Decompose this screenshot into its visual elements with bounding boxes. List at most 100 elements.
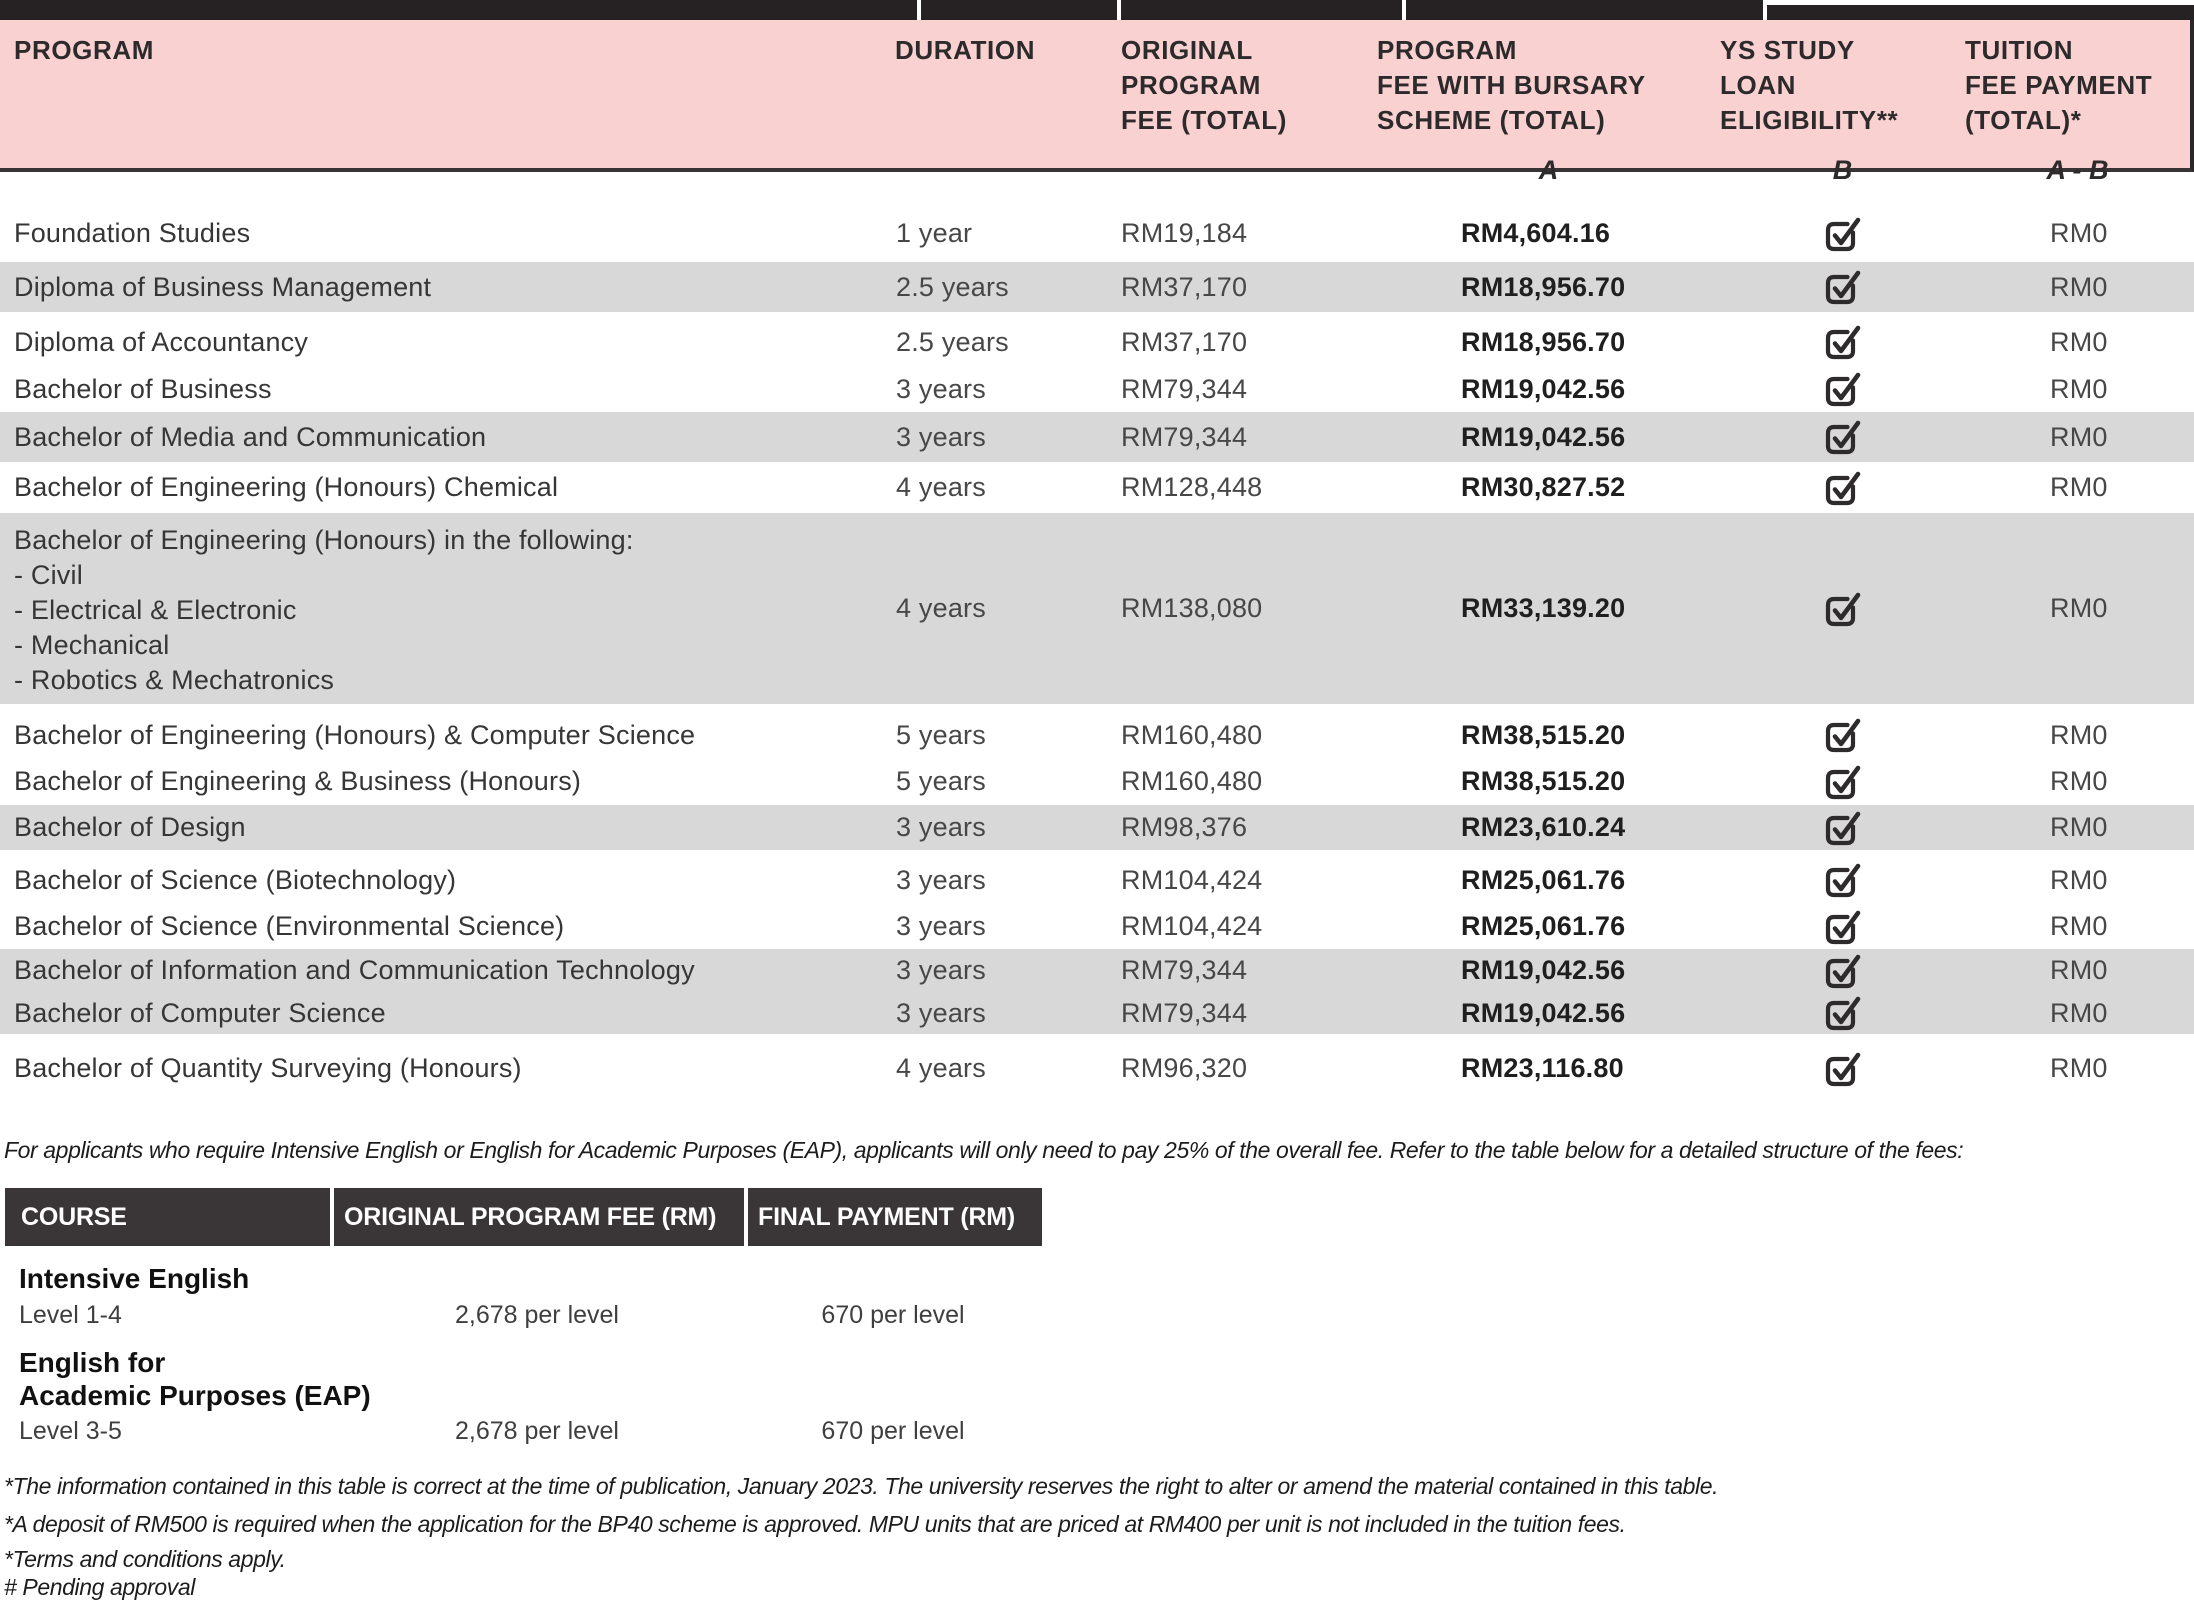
top-bar-segment [1121, 0, 1402, 20]
program-name: Bachelor of Science (Environmental Scien… [14, 911, 565, 941]
course-original-fee: 2,678 per level [454, 1300, 619, 1329]
program-name: Bachelor of Business [14, 373, 272, 404]
checkbox-checked-icon [1825, 1052, 1860, 1086]
loan-eligibility-cell [1720, 995, 1965, 1031]
tuition-payment-value: RM0 [2050, 421, 2108, 452]
course-title-line: Intensive English [19, 1263, 250, 1294]
course-level: Level 3-5 [19, 1416, 122, 1445]
top-bar-segment [0, 0, 917, 20]
column-header-loan-eligibility: YS STUDY LOAN ELIGIBILITY** B [1720, 20, 1965, 188]
original-fee-value: RM37,170 [1121, 271, 1248, 302]
checkbox-checked-icon [1825, 592, 1860, 626]
english-fees-table: COURSE ORIGINAL PROGRAM FEE (RM) FINAL P… [5, 1188, 1042, 1450]
bursary-fee-value: RM25,061.76 [1461, 911, 1626, 941]
course-title: English for Academic Purposes (EAP) [19, 1346, 1042, 1412]
course-title-line: English for [19, 1347, 166, 1378]
column-header-label: FEE (TOTAL) [1121, 105, 1287, 135]
duration-value: 3 years [896, 373, 986, 404]
loan-eligibility-cell [1720, 1051, 1965, 1087]
program-name: Bachelor of Information and Communicatio… [14, 955, 695, 985]
column-header-original-program-fee: ORIGINAL PROGRAM FEE (RM) [334, 1188, 744, 1246]
bursary-fee-value: RM18,956.70 [1461, 271, 1626, 302]
duration-value: 3 years [896, 421, 986, 452]
tuition-payment-value: RM0 [2050, 271, 2108, 302]
tuition-payment-value: RM0 [2050, 997, 2108, 1028]
loan-eligibility-cell [1720, 717, 1965, 753]
loan-eligibility-cell [1720, 371, 1965, 407]
original-fee-value: RM98,376 [1121, 812, 1248, 842]
program-name-line: Bachelor of Engineering (Honours) in the… [14, 525, 634, 555]
column-header-label: PROGRAM [14, 35, 154, 65]
program-name: Bachelor of Engineering (Honours) Chemic… [14, 472, 559, 502]
course-title-line: Academic Purposes (EAP) [19, 1380, 371, 1411]
bursary-fee-value: RM18,956.70 [1461, 326, 1626, 357]
duration-value: 5 years [896, 719, 986, 750]
top-bar-segment [1406, 0, 1763, 20]
bursary-fee-value: RM23,116.80 [1461, 1053, 1624, 1083]
tuition-payment-value: RM0 [2050, 719, 2108, 750]
checkbox-checked-icon [1825, 996, 1860, 1031]
fee-table-header: PROGRAM DURATION ORIGINAL PROGRAM FEE (T… [0, 20, 2194, 185]
fee-table-body: Foundation Studies 1 year RM19,184 RM4,604.… [0, 172, 2194, 1095]
column-header-duration: DURATION [895, 20, 1121, 188]
course-original-fee: 2,678 per level [454, 1416, 619, 1445]
checkbox-checked-icon [1825, 372, 1860, 407]
checkbox-checked-icon [1825, 954, 1860, 988]
bursary-fee-value: RM19,042.56 [1461, 373, 1626, 404]
footnote: *A deposit of RM500 is required when the… [4, 1511, 1626, 1537]
checkbox-checked-icon [1825, 718, 1860, 753]
tuition-payment-value: RM0 [2050, 373, 2108, 404]
program-row: Bachelor of Engineering (Honours) Chemic… [0, 462, 2194, 513]
checkbox-checked-icon [1825, 910, 1860, 944]
original-fee-value: RM79,344 [1121, 373, 1248, 404]
column-header-tuition-payment: TUITION FEE PAYMENT (TOTAL)* A - B [1965, 20, 2190, 188]
program-row: Bachelor of Quantity Surveying (Honours)… [0, 1042, 2194, 1095]
course-fee-row: Level 3-5 2,678 per level 670 per level [5, 1412, 1042, 1450]
duration-value: 3 years [896, 997, 986, 1028]
column-header-label: TUITION [1965, 35, 2074, 65]
original-fee-value: RM160,480 [1121, 719, 1263, 750]
program-name: Diploma of Accountancy [14, 326, 309, 357]
original-fee-value: RM79,344 [1121, 997, 1248, 1028]
column-header-final-payment: FINAL PAYMENT (RM) [748, 1188, 1042, 1246]
english-fees-table-body: Intensive English Level 1-4 2,678 per leve… [5, 1262, 1042, 1450]
course-fee-row: Level 1-4 2,678 per level 670 per level [5, 1296, 1042, 1334]
program-row: Diploma of Business Management 2.5 years R… [0, 262, 2194, 312]
program-name: Bachelor of Engineering (Honours) & Comp… [14, 719, 696, 750]
column-header-label: YS STUDY [1720, 35, 1855, 65]
original-fee-value: RM79,344 [1121, 421, 1248, 452]
duration-value: 3 years [896, 955, 986, 985]
bursary-fee-value: RM38,515.20 [1461, 766, 1626, 796]
formula-label-a-minus-b: A - B [2046, 155, 2109, 185]
loan-eligibility-cell [1720, 862, 1965, 898]
original-fee-value: RM96,320 [1121, 1053, 1248, 1083]
program-name: Bachelor of Design [14, 812, 246, 842]
loan-eligibility-cell [1720, 810, 1965, 846]
column-header-label: (TOTAL)* [1965, 105, 2082, 135]
program-row: Bachelor of Science (Biotechnology) 3 yea… [0, 856, 2194, 904]
duration-value: 4 years [896, 472, 986, 502]
duration-value: 5 years [896, 766, 986, 796]
loan-eligibility-cell [1720, 591, 1965, 627]
duration-value: 4 years [896, 593, 986, 623]
column-header-label: ORIGINAL [1121, 35, 1253, 65]
program-name: Bachelor of Computer Science [14, 997, 386, 1028]
tuition-payment-value: RM0 [2050, 955, 2108, 985]
checkbox-checked-icon [1825, 420, 1860, 455]
tuition-payment-value: RM0 [2050, 1053, 2108, 1083]
program-name-line: - Mechanical [14, 630, 170, 660]
bursary-fee-value: RM19,042.56 [1461, 421, 1626, 452]
duration-value: 2.5 years [896, 271, 1009, 302]
formula-label-a: A [1538, 155, 1559, 185]
duration-value: 3 years [896, 911, 986, 941]
tuition-payment-value: RM0 [2050, 326, 2108, 357]
program-row: Bachelor of Science (Environmental Scien… [0, 904, 2194, 949]
bursary-fee-value: RM19,042.56 [1461, 955, 1626, 985]
tuition-payment-value: RM0 [2050, 812, 2108, 842]
course-title: Intensive English [19, 1262, 1042, 1296]
formula-label-b: B [1832, 155, 1853, 185]
bursary-fee-value: RM19,042.56 [1461, 997, 1626, 1028]
checkbox-checked-icon [1825, 270, 1860, 305]
program-name: Bachelor of Engineering & Business (Hono… [14, 766, 582, 796]
loan-eligibility-cell [1720, 470, 1965, 506]
